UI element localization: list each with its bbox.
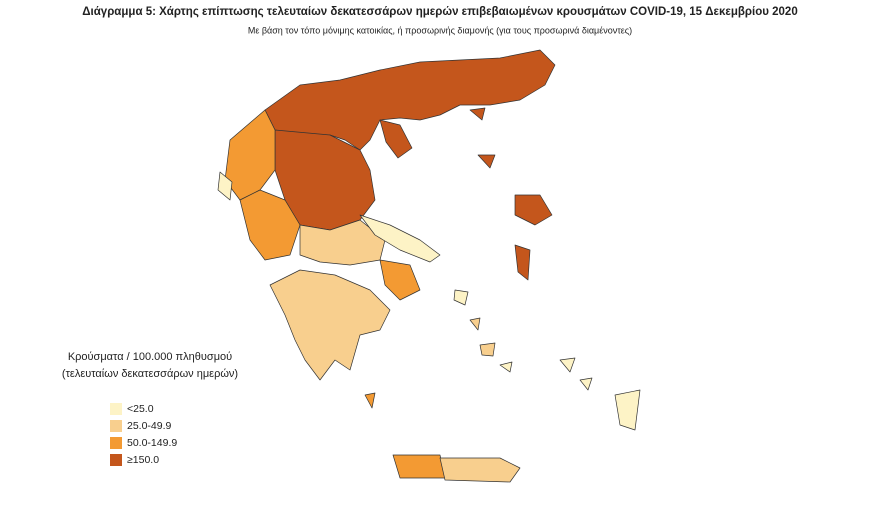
legend-swatch (110, 420, 122, 432)
region (477, 154, 496, 169)
region (559, 357, 576, 373)
title: Διάγραμμα 5: Χάρτης επίπτωσης τελευταίων… (82, 6, 797, 18)
region (224, 109, 276, 201)
legend: Κρούσματα / 100.000 πληθυσμού (τελευταίων… (62, 351, 238, 466)
region (217, 171, 233, 201)
region (239, 189, 301, 261)
region (479, 342, 496, 357)
region (359, 214, 441, 263)
region (514, 244, 531, 281)
subtitle: Με βάση τον τόπο μόνιμης κατοικίας, ή πρ… (248, 25, 632, 35)
region (453, 289, 469, 306)
region (364, 392, 376, 409)
legend-swatch (110, 403, 122, 415)
region (614, 389, 641, 431)
legend-label: 50.0-149.9 (127, 437, 177, 449)
legend-label: <25.0 (127, 403, 154, 415)
region (264, 49, 556, 151)
region (579, 377, 593, 391)
region (439, 457, 521, 483)
region (469, 107, 486, 121)
legend-label: ≥150.0 (127, 454, 159, 466)
region (469, 317, 481, 331)
greece-map (217, 49, 641, 483)
region (514, 194, 553, 226)
region (269, 269, 391, 381)
legend-label: 25.0-49.9 (127, 420, 172, 432)
legend-title: (τελευταίων δεκατεσσάρων ημερών) (62, 368, 238, 380)
region (379, 119, 413, 159)
legend-title: Κρούσματα / 100.000 πληθυσμού (68, 351, 232, 363)
region (392, 454, 446, 479)
legend-swatch (110, 437, 122, 449)
region (379, 259, 421, 301)
region (499, 361, 513, 373)
legend-swatch (110, 454, 122, 466)
